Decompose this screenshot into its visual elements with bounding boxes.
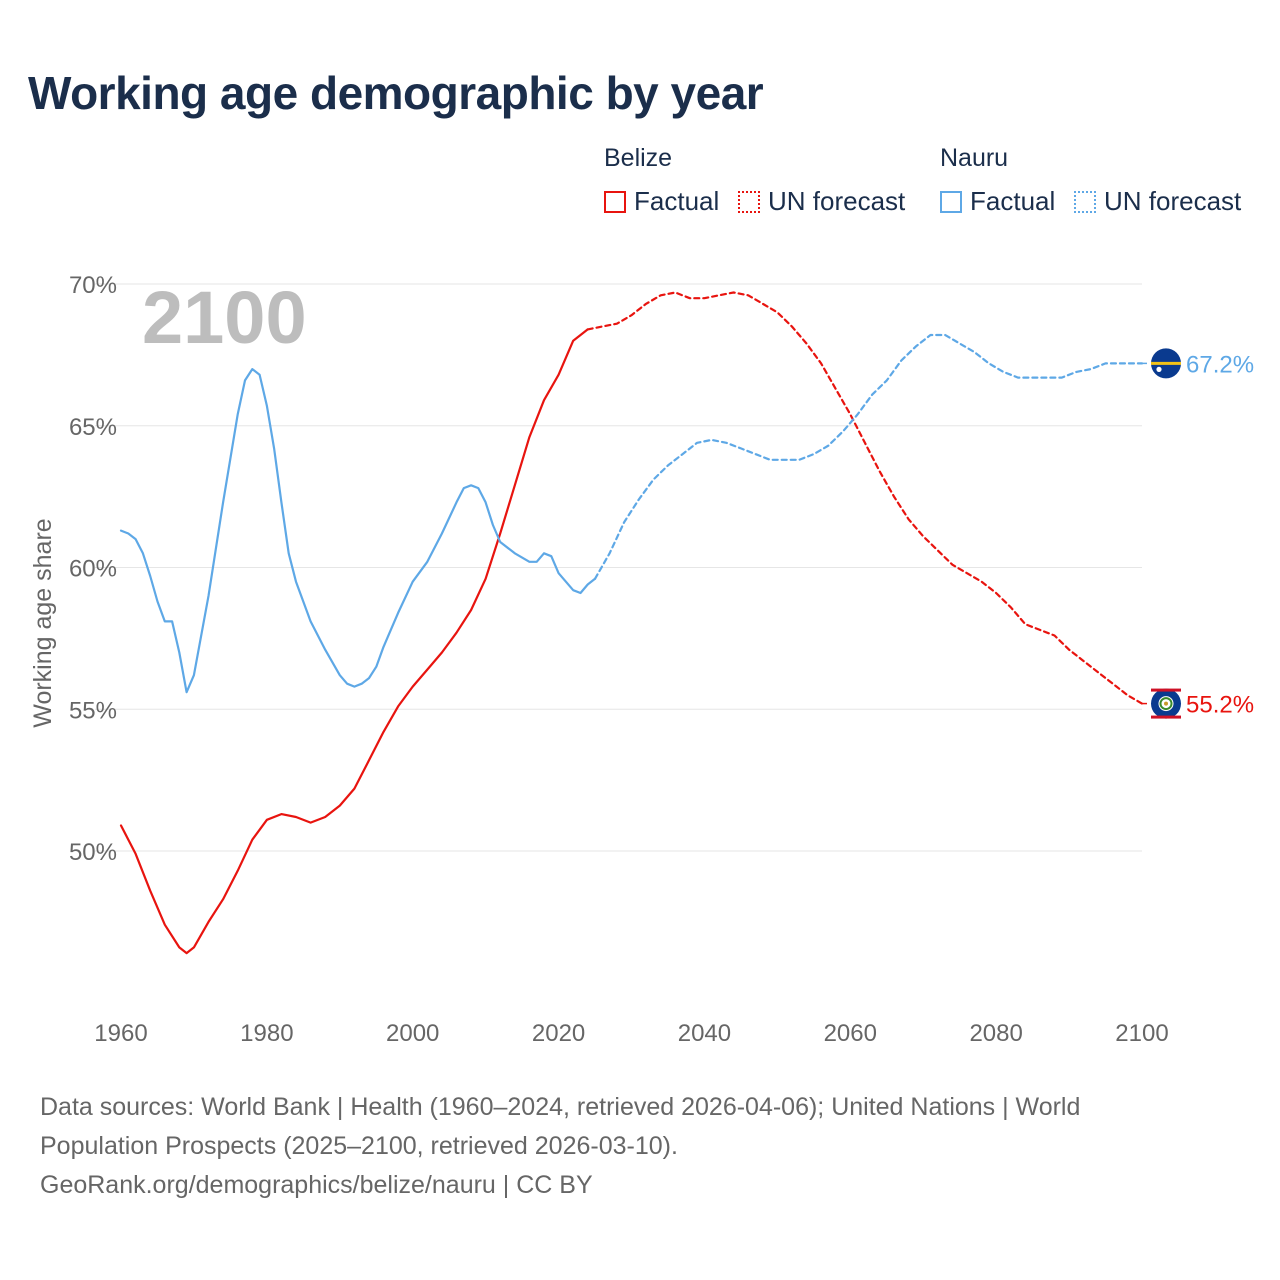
y-tick-label: 60% (69, 556, 117, 583)
x-tick-label: 1960 (94, 1020, 147, 1047)
footer-line: Population Prospects (2025–2100, retriev… (40, 1132, 678, 1160)
x-tick-label: 2000 (386, 1020, 439, 1047)
series-line-nauru-factual[interactable] (119, 368, 597, 694)
legend-belize-factual[interactable]: Factual (604, 186, 719, 217)
legend-swatch-solid (940, 190, 962, 213)
legend-nauru-factual[interactable]: Factual (940, 186, 1055, 217)
chart-title: Working age demographic by year (28, 67, 764, 119)
legend-belize-forecast[interactable]: UN forecast (738, 186, 905, 217)
footer-line[interactable]: GeoRank.org/demographics/belize/nauru | … (40, 1171, 593, 1199)
legend-swatch-dotted (1074, 190, 1096, 213)
series-line-belize-forecast[interactable] (586, 291, 1144, 705)
x-tick-label: 1980 (240, 1020, 293, 1047)
footer-line: Data sources: World Bank | Health (1960–… (40, 1093, 1081, 1121)
x-tick-label: 2060 (824, 1020, 877, 1047)
data-sources-footer: Data sources: World Bank | Health (1960–… (40, 1088, 1220, 1205)
legend-nauru-forecast[interactable]: UN forecast (1074, 186, 1241, 217)
x-tick-label: 2080 (969, 1020, 1022, 1047)
y-tick-label: 70% (69, 272, 117, 299)
legend-swatch-dotted (738, 190, 760, 213)
x-tick-label: 2100 (1115, 1020, 1168, 1047)
legend-label: Factual (970, 186, 1056, 216)
x-axis-ticks: 1960 1980 2000 2020 2040 2060 2080 2100 (94, 1020, 1168, 1047)
year-watermark: 2100 (142, 276, 307, 359)
belize-flag-icon[interactable] (1151, 688, 1181, 719)
x-tick-label: 2020 (532, 1020, 585, 1047)
y-tick-label: 55% (69, 697, 117, 724)
x-tick-label: 2040 (678, 1020, 731, 1047)
belize-end-value: 55.2% (1186, 692, 1254, 719)
legend-label: UN forecast (768, 186, 906, 216)
legend-group-nauru: Nauru (940, 144, 1009, 172)
y-axis-label: Working age share (29, 518, 57, 727)
series-line-belize-factual[interactable] (119, 328, 589, 955)
legend-swatch-solid (604, 190, 626, 213)
legend-label: Factual (634, 186, 720, 216)
y-axis-ticks: 50% 55% 60% 65% 70% (69, 272, 117, 866)
series-lines (119, 291, 1151, 955)
line-chart: 2100 50% 55% 60% 65% 70% 1960 1980 2000 2020 204… (29, 272, 1254, 1047)
nauru-flag-icon[interactable] (1151, 348, 1181, 379)
series-line-nauru-forecast[interactable] (593, 333, 1144, 580)
nauru-end-value: 67.2% (1186, 351, 1254, 378)
y-tick-label: 50% (69, 839, 117, 866)
y-tick-label: 65% (69, 414, 117, 441)
legend-group-belize: Belize (604, 144, 673, 172)
legend-label: UN forecast (1104, 186, 1242, 216)
